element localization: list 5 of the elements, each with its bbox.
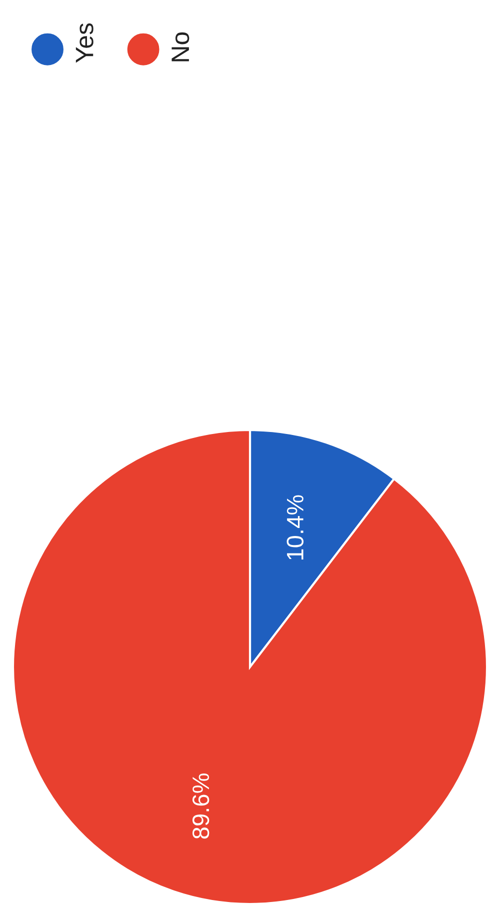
data-label: 10.4% bbox=[286, 495, 304, 560]
data-label: 89.6% bbox=[192, 774, 210, 839]
pie-slice bbox=[12, 428, 488, 906]
legend-label: No bbox=[172, 32, 190, 62]
legend-label: Yes bbox=[76, 23, 94, 63]
